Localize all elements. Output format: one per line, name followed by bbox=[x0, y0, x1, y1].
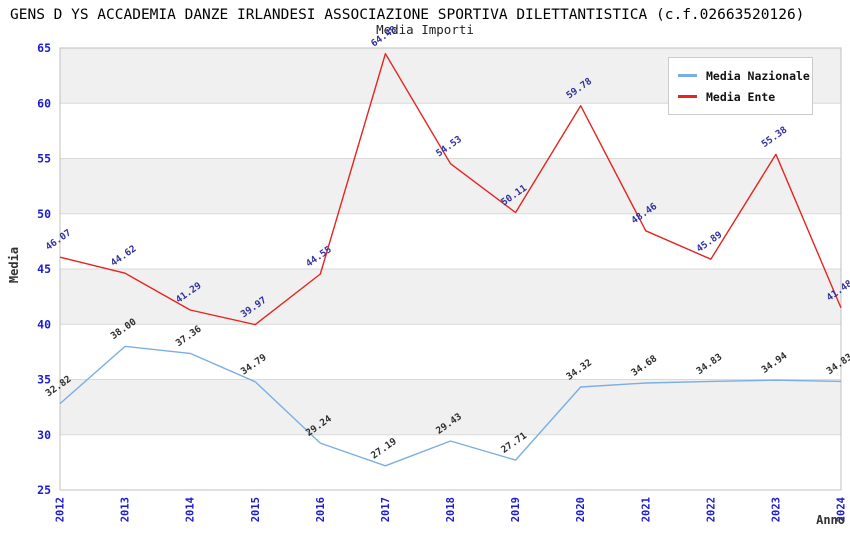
svg-text:2017: 2017 bbox=[380, 497, 392, 522]
svg-text:2019: 2019 bbox=[510, 497, 522, 522]
legend: Media Nazionale Media Ente bbox=[668, 57, 813, 115]
svg-text:35: 35 bbox=[37, 373, 51, 387]
svg-text:2022: 2022 bbox=[705, 497, 717, 522]
x-axis-label: Anno bbox=[816, 513, 845, 527]
legend-item-ente[interactable]: Media Ente bbox=[678, 86, 802, 107]
svg-text:65: 65 bbox=[37, 41, 51, 55]
svg-text:2015: 2015 bbox=[250, 497, 262, 522]
svg-text:2016: 2016 bbox=[315, 497, 327, 522]
svg-text:25: 25 bbox=[37, 483, 51, 497]
svg-text:2023: 2023 bbox=[770, 497, 782, 522]
nazionale-line-swatch bbox=[678, 74, 697, 77]
svg-text:60: 60 bbox=[37, 96, 51, 110]
svg-text:30: 30 bbox=[37, 428, 51, 442]
svg-text:2020: 2020 bbox=[575, 497, 587, 522]
legend-label-ente: Media Ente bbox=[706, 89, 776, 104]
legend-label-nazionale: Media Nazionale bbox=[706, 68, 810, 83]
ente-line-swatch bbox=[678, 95, 697, 98]
svg-text:2024: 2024 bbox=[836, 497, 848, 522]
legend-item-nazionale[interactable]: Media Nazionale bbox=[678, 65, 810, 86]
chart-subtitle: Media Importi bbox=[376, 22, 474, 37]
svg-text:45: 45 bbox=[37, 262, 51, 276]
svg-text:2018: 2018 bbox=[445, 497, 457, 522]
svg-text:64.48: 64.48 bbox=[369, 24, 399, 50]
svg-text:2013: 2013 bbox=[120, 497, 132, 522]
svg-text:50: 50 bbox=[37, 207, 51, 221]
svg-text:55: 55 bbox=[37, 152, 51, 166]
svg-text:2014: 2014 bbox=[185, 497, 197, 522]
svg-text:2021: 2021 bbox=[640, 497, 652, 522]
svg-text:40: 40 bbox=[37, 317, 51, 331]
y-axis-label: Media bbox=[7, 246, 21, 284]
page-title: GENS D YS ACCADEMIA DANZE IRLANDESI ASSO… bbox=[10, 7, 805, 23]
svg-text:2012: 2012 bbox=[55, 497, 67, 522]
